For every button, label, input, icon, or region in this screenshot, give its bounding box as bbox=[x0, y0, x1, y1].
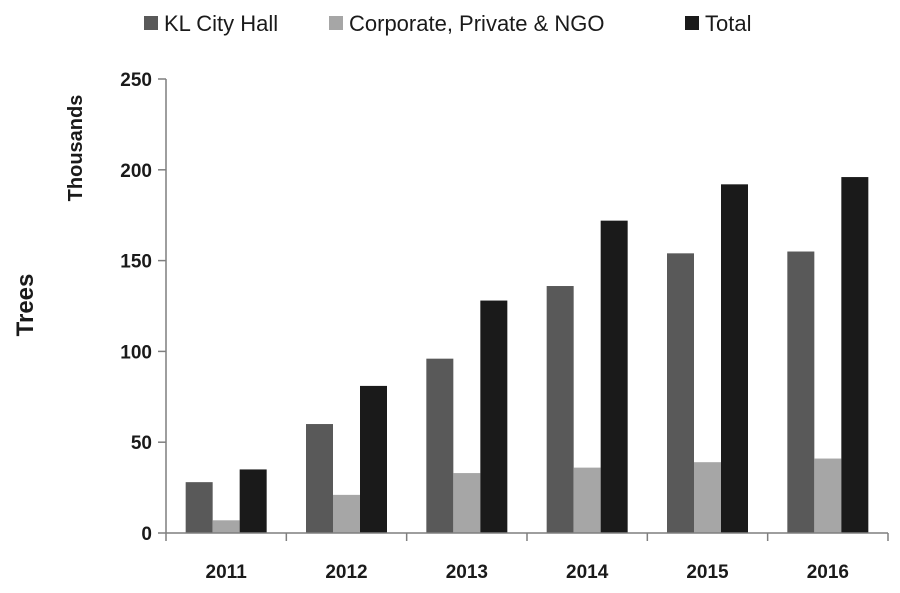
y-tick-label-50: 50 bbox=[131, 433, 152, 454]
bar-kl-city-hall-2014 bbox=[546, 286, 574, 533]
y-axis-unit-label: Thousands bbox=[65, 95, 87, 202]
bar-kl-city-hall-2013 bbox=[426, 358, 454, 533]
bar-total-2012 bbox=[360, 385, 387, 533]
bars bbox=[185, 177, 869, 533]
bar-corporate-private-ngo-2012 bbox=[333, 494, 360, 533]
legend-swatch-2 bbox=[685, 16, 699, 30]
y-axis-title: Trees bbox=[12, 274, 39, 337]
bar-kl-city-hall-2012 bbox=[306, 424, 333, 533]
y-tick-label-100: 100 bbox=[120, 342, 152, 363]
x-tick-label-2014: 2014 bbox=[566, 562, 609, 583]
legend-label-1: Corporate, Private & NGO bbox=[349, 11, 605, 36]
x-tick-label-2011: 2011 bbox=[206, 562, 248, 583]
bar-total-2014 bbox=[600, 220, 628, 533]
y-tick-label-150: 150 bbox=[120, 252, 152, 273]
legend-label-2: Total bbox=[705, 11, 751, 36]
x-tick-label-2013: 2013 bbox=[446, 562, 488, 583]
bar-kl-city-hall-2011 bbox=[185, 482, 213, 533]
x-tick-label-2012: 2012 bbox=[325, 562, 367, 583]
legend: KL City Hall Corporate, Private & NGO Tota… bbox=[144, 11, 751, 36]
bar-total-2016 bbox=[841, 177, 869, 533]
bar-corporate-private-ngo-2011 bbox=[212, 520, 240, 533]
x-tick-label-2016: 2016 bbox=[807, 562, 849, 583]
bar-kl-city-hall-2016 bbox=[787, 251, 815, 533]
axes bbox=[165, 79, 888, 534]
bar-corporate-private-ngo-2014 bbox=[573, 467, 601, 533]
x-ticks: 2011 2012 2013 2014 2015 2016 bbox=[165, 533, 889, 583]
legend-swatch-1 bbox=[329, 16, 343, 30]
bar-total-2011 bbox=[239, 469, 267, 533]
x-tick-label-2015: 2015 bbox=[686, 562, 729, 583]
legend-label-0: KL City Hall bbox=[164, 11, 278, 36]
bar-total-2015 bbox=[721, 184, 748, 533]
bar-corporate-private-ngo-2016 bbox=[814, 458, 842, 533]
bar-kl-city-hall-2015 bbox=[667, 253, 694, 533]
y-ticks: 0 50 100 150 200 250 bbox=[120, 70, 166, 545]
legend-swatch-0 bbox=[144, 16, 158, 30]
bar-corporate-private-ngo-2015 bbox=[694, 462, 721, 533]
bar-corporate-private-ngo-2013 bbox=[453, 473, 481, 533]
y-tick-label-0: 0 bbox=[141, 524, 152, 545]
bar-total-2013 bbox=[480, 300, 508, 533]
y-tick-label-250: 250 bbox=[120, 70, 152, 91]
y-tick-label-200: 200 bbox=[120, 161, 152, 182]
